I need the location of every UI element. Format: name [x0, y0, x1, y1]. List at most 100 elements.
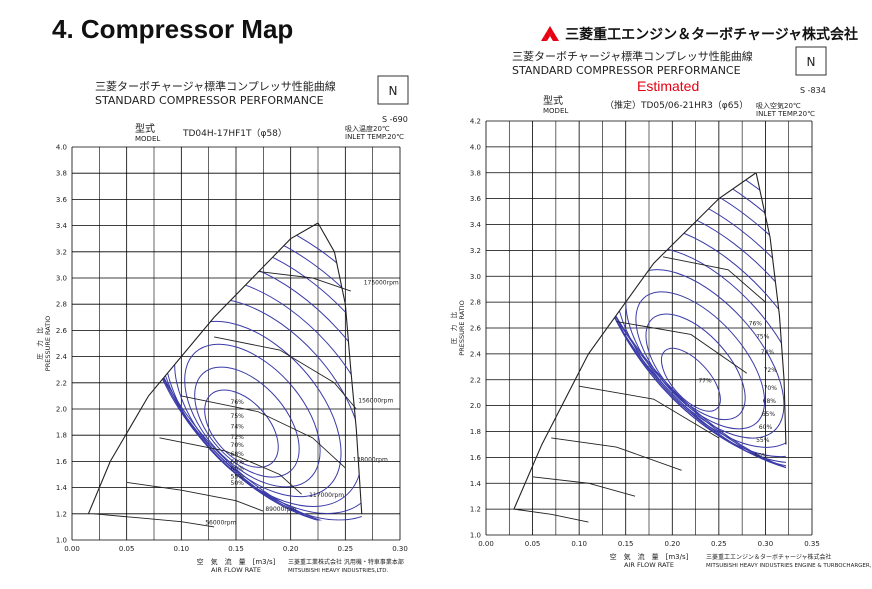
- efficiency-label: 74%: [231, 424, 245, 431]
- y-tick-label: 3.2: [56, 248, 67, 256]
- x-tick-label: 0.10: [174, 545, 190, 553]
- efficiency-label: 60%: [759, 424, 773, 431]
- efficiency-label: 50%: [231, 480, 245, 487]
- surge-line: [513, 172, 757, 510]
- x-tick-label: 0.05: [525, 540, 541, 548]
- y-tick-label: 2.6: [56, 327, 68, 335]
- x-axis-label-jp: 空 気 流 量 [m3/s]: [197, 557, 276, 566]
- surge-line: [87, 222, 319, 515]
- y-tick-label: 1.4: [56, 484, 68, 492]
- efficiency-island: [184, 343, 321, 488]
- y-tick-label: 4.2: [470, 118, 481, 126]
- efficiency-label: 76%: [231, 399, 245, 406]
- efficiency-label: 75%: [756, 333, 770, 340]
- inlet-temp-jp: 吸入温度20℃: [345, 124, 390, 133]
- efficiency-island: [605, 224, 786, 458]
- x-axis-label-en: AIR FLOW RATE: [624, 561, 674, 569]
- speed-line: [159, 437, 302, 495]
- choke-line: [317, 222, 363, 514]
- y-tick-label: 3.6: [470, 195, 482, 203]
- efficiency-island: [582, 172, 786, 476]
- footer-jp: 三菱重工業株式会社 汎用機・特車事業本部: [288, 558, 404, 566]
- slide-title: 4. Compressor Map: [52, 14, 294, 44]
- efficiency-island: [645, 313, 746, 421]
- efficiency-label: 55%: [231, 473, 245, 480]
- chart-title-en: STANDARD COMPRESSOR PERFORMANCE: [95, 94, 324, 107]
- y-tick-label: 2.2: [470, 376, 481, 384]
- chart-title-en: STANDARD COMPRESSOR PERFORMANCE: [512, 64, 741, 77]
- y-tick-label: 2.8: [470, 299, 481, 307]
- speed-line: [579, 385, 720, 439]
- footer-en: MITSUBISHI HEAVY INDUSTRIES ENGINE & TUR…: [706, 563, 872, 569]
- efficiency-island: [578, 172, 786, 478]
- efficiency-label: 65%: [231, 459, 245, 466]
- efficiency-label: 72%: [231, 434, 245, 441]
- inlet-temp-en: INLET TEMP.20℃: [756, 110, 815, 118]
- speed-line-label: 56000rpm: [205, 519, 236, 526]
- model-name: （推定）TD05/06-21HR3（φ65）: [605, 99, 748, 111]
- speed-line-label: 175000rpm: [364, 280, 399, 287]
- efficiency-label: 68%: [763, 398, 777, 405]
- efficiency-label: 72%: [764, 367, 778, 374]
- y-tick-label: 3.4: [56, 222, 68, 230]
- y-tick-label: 1.6: [470, 454, 482, 462]
- model-label-en: MODEL: [135, 135, 160, 143]
- x-tick-label: 0.20: [664, 540, 680, 548]
- badge-box: [377, 75, 409, 105]
- x-tick-label: 0.35: [804, 540, 820, 548]
- y-tick-label: 1.8: [56, 432, 67, 440]
- y-tick-label: 3.0: [56, 275, 67, 283]
- efficiency-island: [194, 366, 300, 478]
- y-tick-label: 3.2: [470, 247, 481, 255]
- efficiency-label: 55%: [756, 437, 770, 444]
- y-tick-label: 2.0: [470, 402, 481, 410]
- y-tick-label: 3.8: [56, 170, 67, 178]
- efficiency-label: 68%: [231, 451, 245, 458]
- speed-line: [257, 271, 351, 292]
- chart-subtitle: Estimated: [637, 78, 699, 94]
- efficiency-label: 75%: [231, 413, 245, 420]
- x-tick-label: 0.05: [119, 545, 135, 553]
- y-tick-label: 1.2: [56, 510, 67, 518]
- y-tick-label: 2.8: [56, 301, 67, 309]
- x-tick-label: 0.30: [758, 540, 774, 548]
- efficiency-island: [660, 347, 721, 412]
- x-tick-label: 0.20: [283, 545, 299, 553]
- speed-line-label: 138000rpm: [353, 456, 388, 463]
- speed-line: [126, 481, 264, 512]
- x-tick-label: 0.00: [64, 545, 80, 553]
- efficiency-island: [598, 205, 786, 464]
- y-tick-label: 3.0: [470, 273, 481, 281]
- sheet-number: S -834: [800, 86, 826, 95]
- model-label-jp: 型式: [135, 122, 155, 135]
- x-axis-label-en: AIR FLOW RATE: [211, 566, 261, 574]
- x-tick-label: 0.25: [338, 545, 354, 553]
- efficiency-island: [586, 172, 786, 473]
- speed-line: [513, 508, 589, 523]
- brand-header: 三菱重工エンジン＆ターボチャージャ株式会社: [541, 24, 858, 44]
- speed-line: [532, 476, 636, 497]
- y-tick-label: 1.8: [470, 428, 481, 436]
- efficiency-label: 70%: [764, 385, 778, 392]
- y-tick-label: 1.2: [470, 506, 481, 514]
- badge-box: [795, 46, 827, 76]
- mitsubishi-logo-icon: [541, 26, 560, 41]
- y-axis-label-en: PRESSURE RATIO: [458, 300, 466, 355]
- x-tick-label: 0.15: [618, 540, 634, 548]
- y-tick-label: 1.4: [470, 480, 482, 488]
- y-tick-label: 1.6: [56, 458, 68, 466]
- model-label-jp: 型式: [543, 94, 563, 107]
- x-tick-label: 0.00: [478, 540, 494, 548]
- speed-line-label: 89000rpm: [265, 506, 296, 513]
- inlet-temp-en: INLET TEMP.20℃: [345, 133, 404, 141]
- y-tick-label: 2.4: [470, 350, 482, 358]
- efficiency-island: [635, 291, 766, 430]
- y-tick-label: 2.6: [470, 325, 482, 333]
- inlet-temp-jp: 吸入空気20℃: [756, 101, 801, 110]
- efficiency-label: 60%: [231, 466, 245, 473]
- y-tick-label: 4.0: [470, 143, 481, 151]
- speed-line: [93, 513, 215, 528]
- model-name: TD04H-17HF1T（φ58）: [182, 128, 287, 139]
